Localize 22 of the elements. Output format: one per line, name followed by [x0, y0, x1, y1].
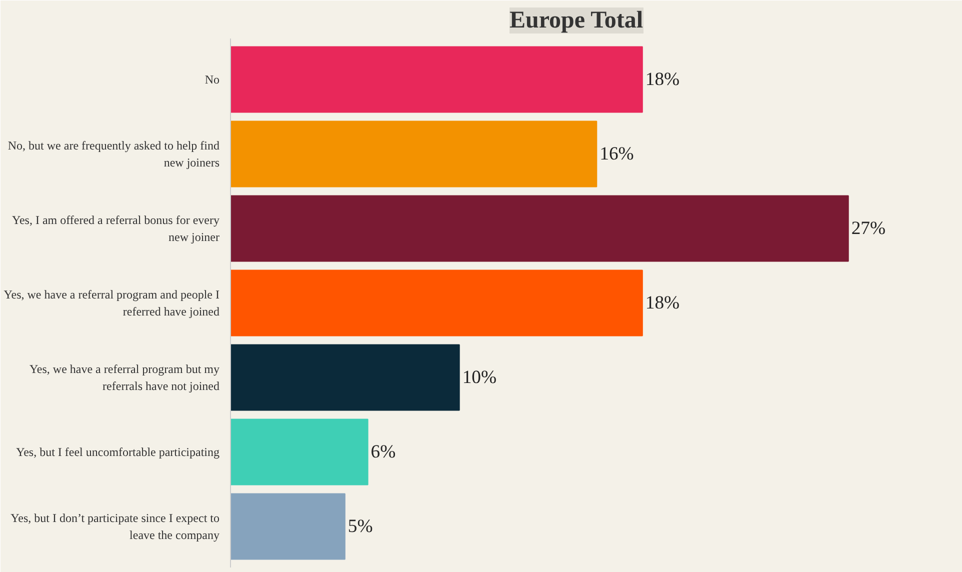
y-tick-label: Yes, but I feel uncomfortable participating	[16, 445, 220, 460]
data-label: 18%	[645, 68, 680, 90]
chart-title: Europe Total	[509, 8, 644, 34]
bar	[230, 46, 643, 113]
bar	[230, 493, 346, 560]
bar	[230, 195, 849, 262]
y-tick-label: Yes, we have a referral program and people I referred have joined	[4, 288, 220, 318]
data-label: 5%	[348, 516, 373, 538]
data-label: 6%	[370, 442, 396, 463]
data-label: 27%	[851, 218, 886, 239]
data-label: 18%	[645, 292, 680, 314]
data-label: 16%	[600, 143, 634, 164]
bar	[230, 270, 643, 336]
y-tick-label: Yes, we have a referral program but my referrals have not joined	[29, 362, 220, 393]
bar	[230, 418, 368, 486]
y-tick-label: No, but we are frequently asked to help find new joiners	[8, 138, 220, 170]
bar	[230, 120, 598, 188]
y-tick-label: No	[204, 72, 220, 86]
data-label: 10%	[462, 367, 497, 388]
bar	[230, 344, 460, 411]
y-tick-label: Yes, but I don’t participate since I expect to leave the company	[10, 511, 220, 542]
y-tick-label: Yes, I am offered a referral bonus for every new joiner	[12, 213, 220, 244]
